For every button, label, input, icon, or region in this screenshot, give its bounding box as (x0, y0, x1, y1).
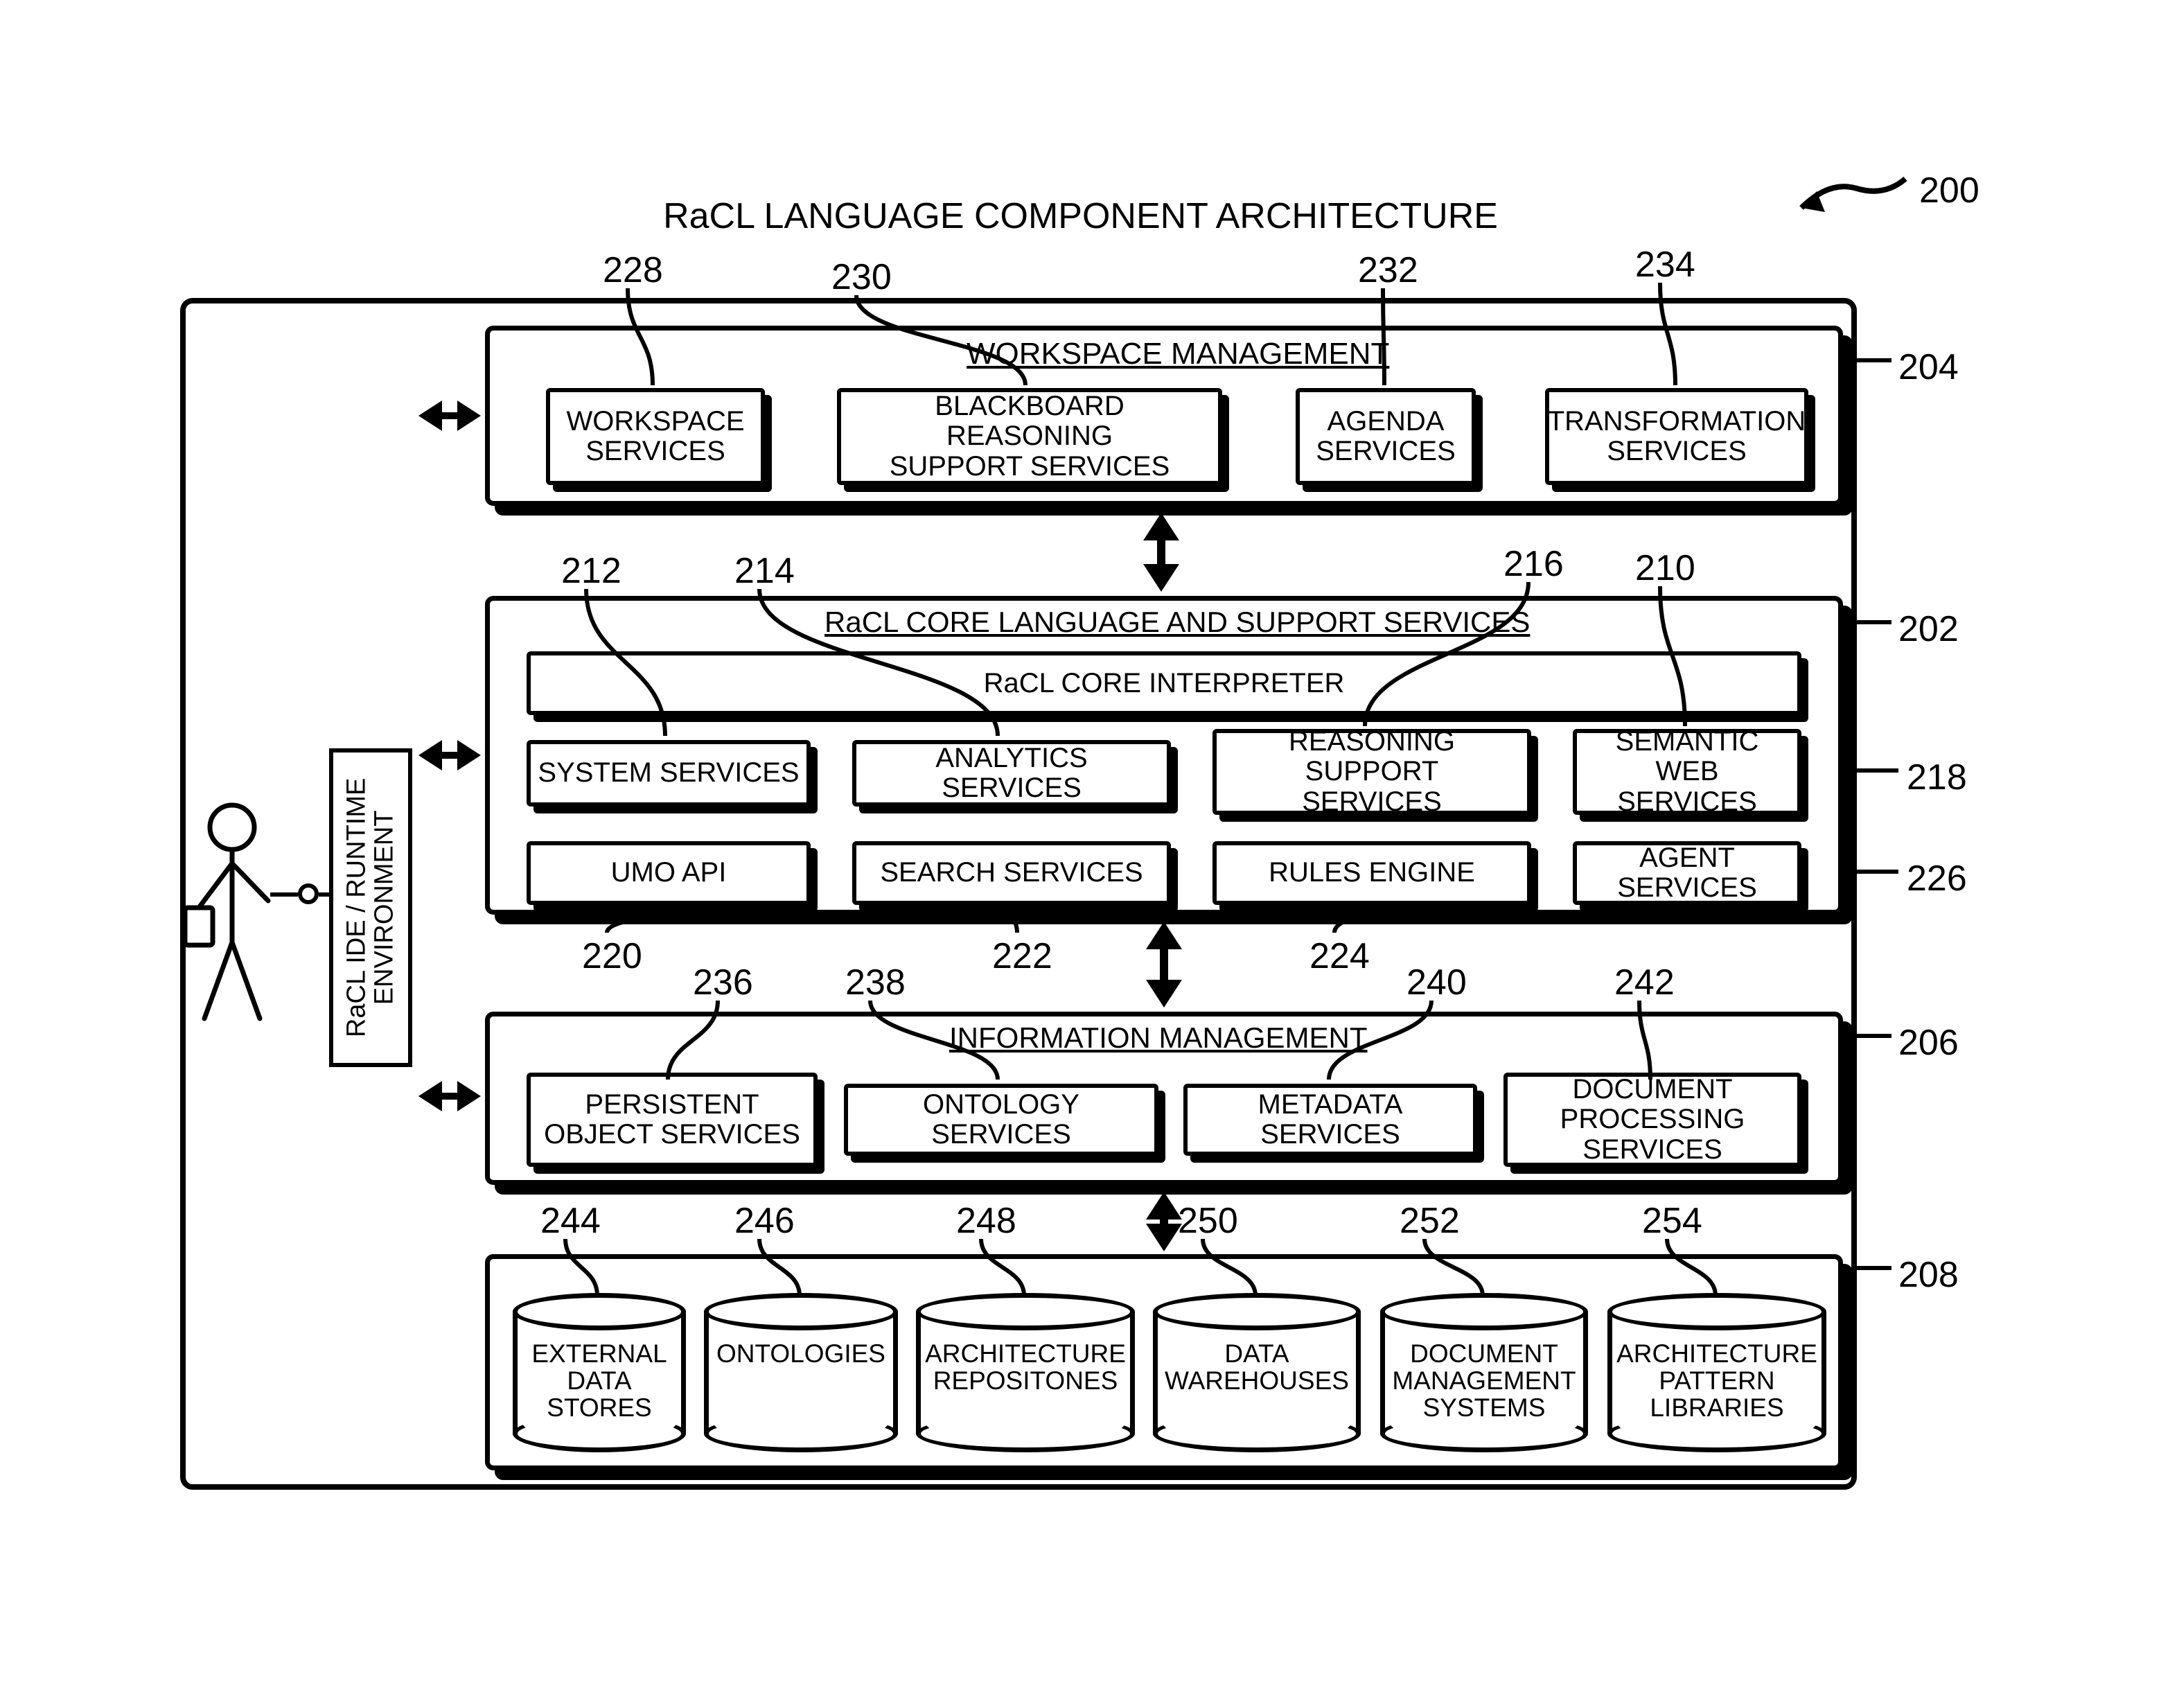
agent-services: AGENT SERVICES (1573, 841, 1801, 905)
ref-254: 254 (1642, 1200, 1702, 1242)
doc-mgmt: DOCUMENTMANAGEMENTSYSTEMS (1380, 1293, 1588, 1452)
umo-api: UMO API (527, 841, 811, 905)
ref-244: 244 (540, 1200, 601, 1242)
ide-runtime-env: RaCL IDE / RUNTIMEENVIRONMENT (329, 748, 412, 1067)
arch-pattern-libs: ARCHITECTUREPATTERNLIBRARIES (1607, 1293, 1826, 1452)
rules-engine: RULES ENGINE (1212, 841, 1531, 905)
workspace-services: WORKSPACESERVICES (546, 388, 765, 485)
ref-222: 222 (992, 935, 1052, 977)
ontology-services: ONTOLOGY SERVICES (844, 1084, 1158, 1156)
ref-226: 226 (1907, 858, 1967, 899)
ref-218: 218 (1907, 757, 1967, 798)
blackboard-reasoning: BLACKBOARD REASONINGSUPPORT SERVICES (837, 388, 1222, 485)
ref-224: 224 (1309, 935, 1370, 977)
transformation-services: TRANSFORMATIONSERVICES (1545, 388, 1808, 485)
ref-220: 220 (582, 935, 642, 977)
ref-238: 238 (845, 962, 906, 1003)
ontologies: ONTOLOGIES (704, 1293, 898, 1452)
metadata-services: METADATA SERVICES (1183, 1084, 1477, 1156)
system-services: SYSTEM SERVICES (527, 740, 811, 807)
ref-252: 252 (1400, 1200, 1460, 1242)
analytics-services: ANALYTICS SERVICES (852, 740, 1171, 807)
ref-210: 210 (1635, 547, 1695, 589)
external-data-stores: EXTERNALDATASTORES (513, 1293, 686, 1452)
ref-216: 216 (1503, 543, 1564, 585)
architecture-repos: ARCHITECTUREREPOSITONES (916, 1293, 1135, 1452)
data-warehouses: DATAWAREHOUSES (1153, 1293, 1361, 1452)
ref-200: 200 (1919, 170, 1979, 211)
persistent-object: PERSISTENTOBJECT SERVICES (527, 1073, 818, 1167)
ref-236: 236 (693, 962, 753, 1003)
ref-232: 232 (1358, 249, 1418, 291)
ref-240: 240 (1406, 962, 1467, 1003)
ref-248: 248 (956, 1200, 1016, 1242)
ref-234: 234 (1635, 244, 1695, 285)
ref-212: 212 (561, 550, 621, 592)
core-interpreter: RaCL CORE INTERPRETER (527, 651, 1801, 715)
ref-208: 208 (1898, 1254, 1959, 1296)
ref-246: 246 (734, 1200, 795, 1242)
ref-204: 204 (1898, 346, 1959, 388)
ref-228: 228 (603, 249, 663, 291)
diagram-stage: RaCL LANGUAGE COMPONENT ARCHITECTURERaCL… (0, 0, 2161, 1708)
ref-206: 206 (1898, 1022, 1959, 1064)
ref-242: 242 (1614, 962, 1675, 1003)
ref-230: 230 (831, 256, 892, 298)
ref-214: 214 (734, 550, 795, 592)
ref-202: 202 (1898, 608, 1959, 650)
semantic-web: SEMANTIC WEBSERVICES (1573, 729, 1801, 815)
ref-250: 250 (1178, 1200, 1238, 1242)
agenda-services: AGENDASERVICES (1296, 388, 1476, 485)
reasoning-support: REASONING SUPPORTSERVICES (1212, 729, 1531, 815)
search-services: SEARCH SERVICES (852, 841, 1171, 905)
document-processing: DOCUMENT PROCESSINGSERVICES (1503, 1073, 1801, 1167)
